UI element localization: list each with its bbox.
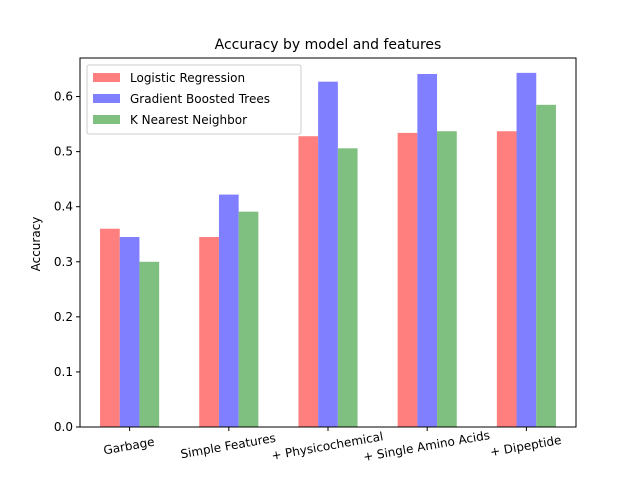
y-tick-label: 0.0 [54,420,73,434]
bar [100,228,120,427]
bar [139,261,160,427]
y-tick-label: 0.6 [54,90,73,104]
bar [298,136,319,427]
x-axis: Garbage Simple Features+ Physicochemical+… [102,427,562,464]
chart-title: Accuracy by model and features [215,37,442,53]
y-axis: 0.0 0.1 0.2 0.3 0.4 0.5 0.6 [54,90,80,434]
legend: Logistic Regression Gradient Boosted Tree… [86,64,302,135]
bar [536,104,556,427]
bar [119,236,140,427]
bar [417,73,438,427]
bar [437,131,457,427]
y-tick-label: 0.1 [54,365,73,379]
legend-box [86,64,302,135]
y-tick-label: 0.5 [54,145,73,159]
bar [318,81,338,428]
y-tick-label: 0.4 [54,200,73,214]
x-tick-label: + Dipeptide [489,433,562,459]
legend-swatch [93,94,120,103]
bar [218,194,239,427]
bar [516,72,537,428]
plot-frame [79,57,577,428]
bar [496,131,517,427]
bar [199,236,219,427]
legend-label: Logistic Regression [130,71,245,85]
legend-swatch [93,73,120,82]
bars-group [100,72,556,428]
legend-swatch [93,115,120,124]
legend-label: K Nearest Neighbor [130,113,247,127]
bar [337,148,358,427]
legend-label: Gradient Boosted Trees [130,92,270,106]
x-tick-label: Garbage [102,435,155,458]
bar [238,211,259,427]
y-tick-label: 0.2 [54,310,73,324]
y-axis-label: Accuracy [29,217,43,272]
x-tick-label: Simple Features [179,431,276,462]
bar [397,132,418,427]
y-tick-label: 0.3 [54,255,73,269]
